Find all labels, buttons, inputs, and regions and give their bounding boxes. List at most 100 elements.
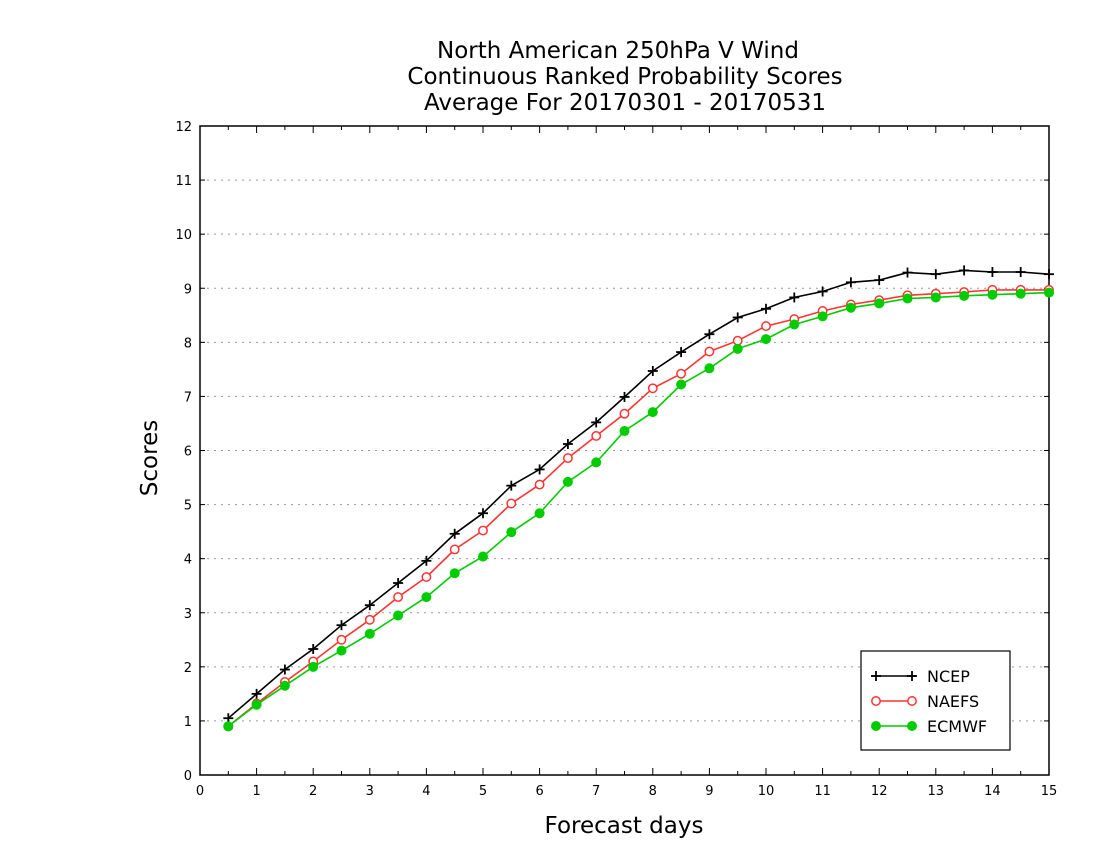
y-tick-label: 7: [184, 390, 192, 405]
x-tick-label: 4: [422, 784, 430, 799]
data-point-naefs: [676, 368, 687, 379]
x-tick-label: 14: [984, 784, 1001, 799]
legend: NCEP NAEFS ECMWF: [860, 650, 1011, 751]
data-point-ncep: [732, 312, 743, 323]
data-point-ecmwf: [761, 334, 771, 345]
data-point-naefs: [591, 430, 602, 441]
data-point-ncep: [676, 347, 687, 358]
data-point-ecmwf: [308, 661, 319, 672]
data-point-ecmwf: [1044, 287, 1054, 298]
data-point-ecmwf: [393, 610, 404, 621]
data-point-ecmwf: [506, 527, 517, 538]
legend-item-naefs: NAEFS: [871, 692, 979, 711]
data-point-ncep: [562, 439, 573, 450]
data-point-ecmwf: [449, 568, 460, 579]
data-point-ecmwf: [534, 508, 545, 519]
legend-label: ECMWF: [927, 717, 987, 736]
data-point-naefs: [732, 335, 743, 346]
data-point-ecmwf: [874, 298, 885, 309]
y-tick-label: 11: [175, 174, 192, 189]
data-point-ncep: [987, 267, 998, 278]
x-tick-label: 8: [649, 784, 657, 799]
data-point-ncep: [308, 643, 319, 654]
legend-marker: [871, 696, 881, 706]
y-tick-label: 5: [184, 499, 192, 514]
x-tick-label: 13: [928, 784, 945, 799]
data-point-ncep: [930, 269, 941, 280]
chart-title-line-2: Continuous Ranked Probability Scores: [407, 64, 842, 90]
y-tick-label: 6: [184, 445, 192, 460]
data-point-ncep: [506, 480, 517, 491]
data-point-ecmwf: [817, 311, 828, 322]
data-point-ncep: [478, 508, 488, 519]
data-point-ecmwf: [902, 293, 913, 304]
chart-title-line-1: North American 250hPa V Wind: [437, 38, 799, 64]
data-point-ncep: [534, 464, 545, 475]
y-tick-label: 3: [184, 607, 192, 622]
data-point-ecmwf: [845, 302, 856, 313]
data-point-ncep: [647, 365, 658, 376]
x-tick-label: 3: [366, 784, 374, 799]
legend-label: NCEP: [927, 667, 970, 686]
data-point-ncep: [874, 275, 885, 286]
series-ecmwf: [223, 287, 1054, 732]
series-group: [223, 265, 1054, 732]
data-point-ecmwf: [789, 319, 800, 330]
data-point-naefs: [393, 592, 404, 603]
legend-item-ncep: NCEP: [871, 667, 970, 686]
data-point-ncep: [902, 267, 913, 278]
data-point-naefs: [704, 346, 715, 357]
y-tick-label: 9: [184, 282, 192, 297]
x-tick-label: 9: [705, 784, 713, 799]
grid: [200, 179, 1049, 722]
data-point-ecmwf: [987, 289, 998, 300]
x-tick-label: 6: [535, 784, 543, 799]
x-tick-label: 15: [1041, 784, 1058, 799]
data-point-naefs: [562, 453, 573, 464]
data-point-naefs: [761, 321, 771, 332]
chart-title: North American 250hPa V Wind Continuous …: [407, 38, 842, 116]
y-tick-label: 1: [184, 715, 192, 730]
legend-item-ecmwf: ECMWF: [871, 717, 987, 736]
data-point-ncep: [817, 286, 828, 297]
data-point-ecmwf: [647, 407, 658, 418]
data-point-ncep: [336, 620, 347, 631]
data-point-naefs: [421, 572, 432, 583]
data-point-ncep: [845, 277, 856, 288]
data-point-naefs: [534, 479, 545, 490]
data-point-ecmwf: [562, 476, 573, 487]
legend-marker: [907, 721, 917, 731]
data-point-ecmwf: [676, 379, 687, 390]
data-point-ncep: [704, 329, 715, 340]
series-ncep: [223, 265, 1054, 724]
data-point-ncep: [279, 664, 290, 675]
data-point-ecmwf: [1015, 288, 1026, 299]
data-point-ncep: [1015, 267, 1026, 278]
data-point-ecmwf: [223, 721, 234, 732]
data-point-ecmwf: [619, 426, 630, 437]
data-point-ncep: [1044, 269, 1054, 280]
chart-title-line-3: Average For 20170301 - 20170531: [424, 90, 826, 116]
y-tick-label: 2: [184, 661, 192, 676]
data-point-naefs: [364, 614, 375, 625]
data-point-ncep: [761, 303, 771, 314]
data-point-naefs: [478, 525, 488, 536]
data-point-ecmwf: [732, 343, 743, 354]
y-tick-label: 8: [184, 336, 192, 351]
data-point-naefs: [619, 408, 630, 419]
x-tick-label: 11: [814, 784, 831, 799]
data-point-ecmwf: [364, 628, 375, 639]
data-point-ncep: [449, 528, 460, 539]
legend-marker: [907, 671, 917, 681]
data-point-ecmwf: [930, 292, 941, 303]
data-point-ncep: [619, 391, 630, 402]
legend-label: NAEFS: [927, 692, 979, 711]
x-tick-label: 0: [196, 784, 204, 799]
x-tick-label: 7: [592, 784, 600, 799]
data-point-ecmwf: [279, 680, 290, 691]
data-point-naefs: [449, 544, 460, 555]
data-point-naefs: [506, 498, 517, 509]
y-tick-label: 4: [184, 553, 192, 568]
y-tick-label: 0: [184, 769, 192, 784]
